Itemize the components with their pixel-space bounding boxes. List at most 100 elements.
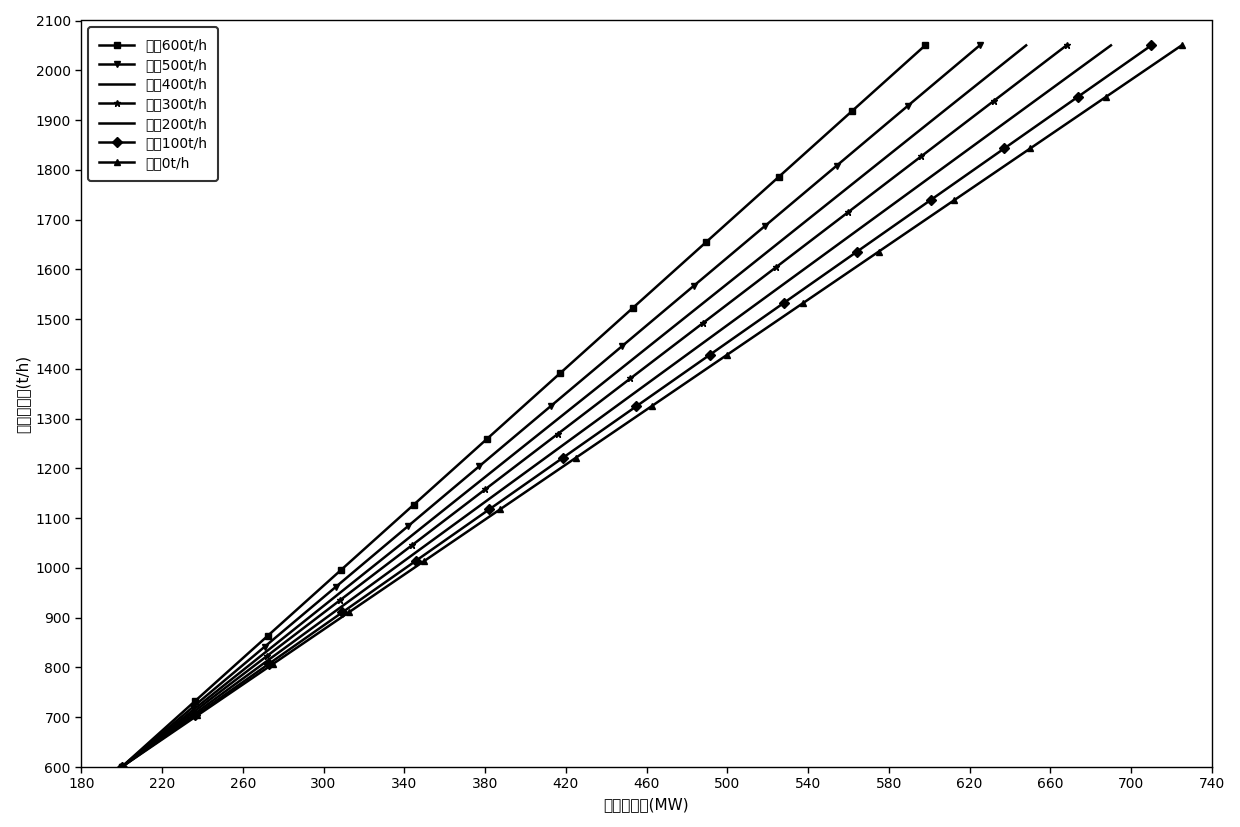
采暖100t/h xyxy=(482,504,497,514)
采暖100t/h xyxy=(703,350,718,360)
采暖600t/h xyxy=(844,106,859,116)
采暖300t/h xyxy=(405,540,420,550)
采暖500t/h xyxy=(543,401,558,411)
采暖500t/h xyxy=(401,522,415,532)
X-axis label: 发电机功率(MW): 发电机功率(MW) xyxy=(604,797,689,812)
Y-axis label: 生蘋汽流量(t/h): 生蘋汽流量(t/h) xyxy=(15,355,30,433)
采暖100t/h xyxy=(556,453,570,463)
Line: 采暖500t/h: 采暖500t/h xyxy=(118,42,983,771)
采暖200t/h xyxy=(647,374,662,384)
Line: 采暖400t/h: 采暖400t/h xyxy=(122,45,1027,767)
采暖600t/h xyxy=(407,500,422,509)
采暖600t/h xyxy=(918,41,932,50)
采暖100t/h xyxy=(997,144,1012,154)
采暖300t/h xyxy=(114,762,129,772)
采暖500t/h xyxy=(758,221,773,231)
采暖300t/h xyxy=(986,96,1001,106)
采暖0t/h xyxy=(720,350,735,360)
采暖300t/h xyxy=(769,262,784,272)
采暖300t/h xyxy=(332,595,347,605)
采暖400t/h xyxy=(944,101,959,111)
采暖400t/h xyxy=(792,221,807,231)
采暖300t/h xyxy=(477,485,492,495)
采暖100t/h xyxy=(924,195,939,205)
采暖400t/h xyxy=(642,341,657,351)
采暖200t/h xyxy=(723,318,738,327)
采暖300t/h xyxy=(841,207,856,217)
采暖500t/h xyxy=(900,101,915,111)
采暖500t/h xyxy=(257,642,272,652)
采暖300t/h xyxy=(187,706,202,716)
采暖0t/h xyxy=(947,195,962,205)
Line: 采暖200t/h: 采暖200t/h xyxy=(122,45,1111,767)
采暖100t/h xyxy=(335,607,350,617)
采暖200t/h xyxy=(799,262,813,272)
采暖200t/h xyxy=(875,207,890,217)
Legend: 采暖600t/h, 采暖500t/h, 采暖400t/h, 采暖300t/h, 采暖200t/h, 采暖100t/h, 采暖0t/h: 采暖600t/h, 采暖500t/h, 采暖400t/h, 采暖300t/h, … xyxy=(88,27,218,181)
采暖300t/h xyxy=(551,429,565,439)
采暖100t/h xyxy=(114,762,129,772)
采暖500t/h xyxy=(114,762,129,772)
采暖600t/h xyxy=(553,369,568,379)
采暖600t/h xyxy=(625,303,640,313)
采暖200t/h xyxy=(114,762,129,772)
采暖100t/h xyxy=(187,710,202,720)
采暖400t/h xyxy=(491,461,506,471)
采暖0t/h xyxy=(872,246,887,256)
采暖0t/h xyxy=(492,504,507,514)
采暖500t/h xyxy=(686,281,701,291)
采暖400t/h xyxy=(868,160,883,170)
采暖0t/h xyxy=(1099,92,1114,102)
采暖200t/h xyxy=(419,540,434,550)
采暖300t/h xyxy=(914,151,929,161)
采暖200t/h xyxy=(342,595,357,605)
采暖500t/h xyxy=(186,702,201,712)
采暖600t/h xyxy=(480,434,495,444)
采暖200t/h xyxy=(570,429,585,439)
采暖200t/h xyxy=(951,151,966,161)
Line: 采暖300t/h: 采暖300t/h xyxy=(118,42,1070,771)
采暖200t/h xyxy=(1028,96,1043,106)
采暖400t/h xyxy=(114,762,129,772)
采暖100t/h xyxy=(408,556,423,566)
采暖300t/h xyxy=(259,651,274,661)
采暖0t/h xyxy=(568,453,583,463)
采暖0t/h xyxy=(114,762,129,772)
采暖500t/h xyxy=(329,581,343,591)
采暖400t/h xyxy=(190,702,205,712)
采暖300t/h xyxy=(696,318,711,327)
采暖0t/h xyxy=(265,659,280,669)
采暖300t/h xyxy=(1059,41,1074,50)
采暖100t/h xyxy=(776,299,791,308)
采暖500t/h xyxy=(972,41,987,50)
采暖600t/h xyxy=(698,237,713,247)
Line: 采暖0t/h: 采暖0t/h xyxy=(118,42,1185,771)
采暖400t/h xyxy=(265,642,280,652)
采暖500t/h xyxy=(615,341,630,351)
采暖600t/h xyxy=(114,762,129,772)
采暖0t/h xyxy=(417,556,432,566)
采暖500t/h xyxy=(830,160,844,170)
采暖600t/h xyxy=(260,631,275,641)
采暖100t/h xyxy=(1070,92,1085,102)
采暖0t/h xyxy=(1023,144,1038,154)
采暖400t/h xyxy=(1019,41,1034,50)
采暖100t/h xyxy=(629,401,644,411)
采暖0t/h xyxy=(1174,41,1189,50)
采暖400t/h xyxy=(717,281,732,291)
采暖400t/h xyxy=(415,522,430,532)
采暖200t/h xyxy=(267,651,281,661)
采暖500t/h xyxy=(471,461,486,471)
采暖200t/h xyxy=(190,706,205,716)
采暖200t/h xyxy=(1104,41,1118,50)
采暖100t/h xyxy=(1143,41,1158,50)
采暖400t/h xyxy=(340,581,355,591)
采暖600t/h xyxy=(187,696,202,706)
采暖0t/h xyxy=(796,299,811,308)
Line: 采暖100t/h: 采暖100t/h xyxy=(118,42,1154,771)
采暖100t/h xyxy=(262,659,277,669)
采暖0t/h xyxy=(644,401,658,411)
采暖200t/h xyxy=(495,485,510,495)
采暖0t/h xyxy=(190,710,205,720)
采暖300t/h xyxy=(622,374,637,384)
